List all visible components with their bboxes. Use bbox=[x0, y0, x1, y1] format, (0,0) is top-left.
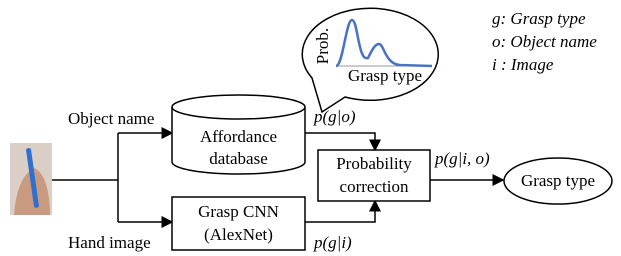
cnn-node: Grasp CNN (AlexNet) bbox=[172, 197, 305, 250]
node-label: Affordance bbox=[200, 127, 277, 146]
bubble-y-label: Prob. bbox=[313, 28, 332, 64]
node-label: (AlexNet) bbox=[204, 225, 273, 244]
database-node: Affordance database bbox=[172, 95, 305, 174]
legend-item: o: Object name bbox=[492, 32, 597, 51]
node-label: Grasp CNN bbox=[198, 202, 279, 221]
hand-image bbox=[10, 143, 52, 215]
node-label: Grasp type bbox=[521, 171, 595, 190]
edge-label: p(g|o) bbox=[313, 107, 356, 126]
edge-label: p(g|i, o) bbox=[434, 149, 490, 168]
edge-label: p(g|i) bbox=[313, 233, 352, 252]
node-label: Probability bbox=[336, 154, 412, 173]
correction-node: Probability correction bbox=[318, 150, 430, 201]
legend-item: g: Grasp type bbox=[492, 9, 586, 28]
legend-item: i : Image bbox=[492, 55, 554, 74]
node-label: database bbox=[209, 149, 268, 168]
bubble-x-label: Grasp type bbox=[348, 66, 422, 85]
speech-bubble: Prob. Grasp type bbox=[302, 8, 438, 112]
output-node: Grasp type bbox=[504, 158, 612, 204]
input-label: Hand image bbox=[68, 233, 151, 252]
diagram: g: Grasp type o: Object name i : Image P… bbox=[0, 0, 621, 256]
input-label: Object name bbox=[68, 109, 154, 128]
node-label: correction bbox=[340, 177, 409, 196]
